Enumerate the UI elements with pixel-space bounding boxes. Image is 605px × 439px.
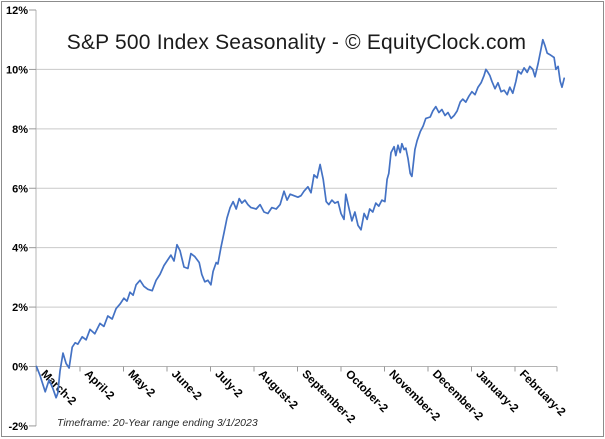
x-tick-label: January-2 (473, 368, 520, 415)
x-tick-label: August-2 (256, 368, 300, 412)
x-tick-label: July-2 (212, 368, 244, 400)
y-tick-label: 0% (12, 362, 28, 374)
y-tick-label: 6% (12, 183, 28, 195)
y-tick-label: -2% (8, 421, 28, 433)
y-tick-label: 10% (6, 64, 28, 76)
x-tick-label: October-2 (343, 368, 390, 415)
x-tick-label: February-2 (517, 368, 568, 419)
chart-title: S&P 500 Index Seasonality - © EquityCloc… (66, 31, 527, 54)
y-tick-label: 12% (6, 5, 28, 17)
x-tick-label: June-2 (169, 368, 204, 403)
y-tick-label: 8% (12, 124, 28, 136)
x-tick-label: May-2 (125, 368, 157, 400)
y-tick-label: 2% (12, 302, 28, 314)
seasonality-line (35, 38, 566, 399)
x-tick-label: April-2 (82, 368, 116, 402)
y-tick-label: 4% (12, 243, 28, 255)
chart-footnote: Timeframe: 20-Year range ending 3/1/2023 (57, 417, 258, 429)
